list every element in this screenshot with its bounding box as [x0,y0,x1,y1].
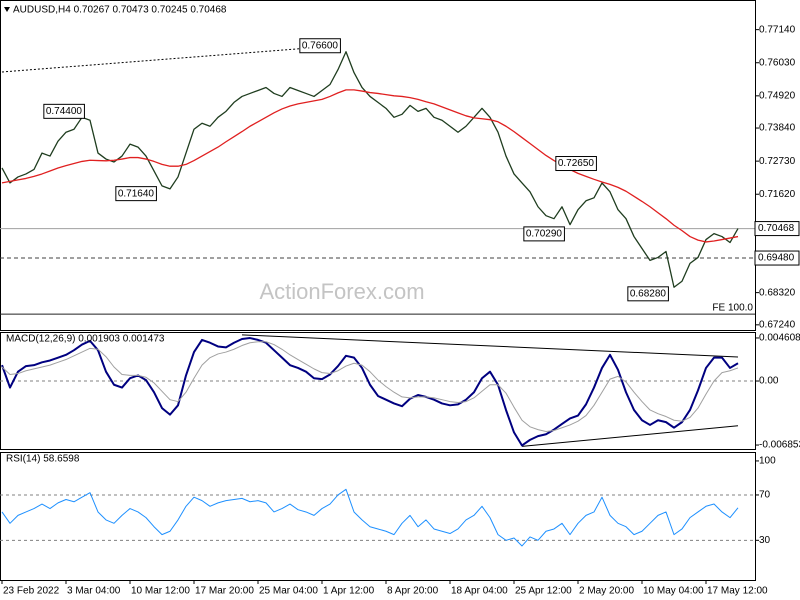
series-line [1,488,739,547]
price-box [754,221,800,237]
y-tick-label: 0.77140 [759,24,796,35]
trendline [241,334,739,358]
x-tick-label: 1 Apr 12:00 [323,586,375,597]
trendline [1,45,339,73]
y-tick-label: 0.73840 [759,123,796,134]
annotation-box [627,286,669,302]
watermark: ActionForex.com [259,279,424,304]
annotation-box [43,103,85,119]
x-tick-label: 25 Mar 04:00 [259,586,318,597]
macd-panel [0,332,756,450]
annotation-label: 0.68280 [630,288,667,299]
y-tick-label: 0.004608 [759,333,800,344]
y-tick-label: 0.74920 [759,90,796,101]
annotation-label: 0.76600 [302,40,339,51]
annotation-box [555,156,597,172]
series-line [1,341,739,432]
annotation-label: 0.70290 [526,229,563,240]
annotation-box [523,226,565,242]
x-tick-label: 25 Apr 12:00 [515,586,572,597]
panel-title: RSI(14) 58.6598 [6,454,80,465]
x-tick-label: 17 Mar 20:00 [195,586,254,597]
x-tick-label: 23 Feb 2022 [3,586,60,597]
fe-label: FE 100.0 [712,303,753,314]
price-box [754,250,800,266]
x-tick-label: 8 Apr 20:00 [387,586,439,597]
y-tick-label: 70 [759,490,771,501]
x-tick-label: 17 May 12:00 [707,586,768,597]
y-tick-label: 0.76030 [759,57,796,68]
rsi-panel [0,452,756,581]
y-tick-label: 0.68320 [759,287,796,298]
y-tick-label: 0.67240 [759,319,796,330]
annotation-box [299,38,341,54]
price-box-label: 0.70468 [758,223,795,234]
y-tick-label: 0.00 [759,376,779,387]
x-tick-label: 3 Mar 04:00 [67,586,121,597]
x-tick-label: 18 Apr 04:00 [451,586,508,597]
panel-title: MACD(12,26,9) 0.001903 0.001473 [6,334,165,345]
annotation-box [115,186,157,202]
series-line [1,337,739,447]
x-tick-label: 2 May 20:00 [579,586,634,597]
y-tick-label: 100 [759,456,776,467]
price-box-label: 0.69480 [758,253,795,264]
y-tick-label: 0.72730 [759,156,796,167]
annotation-label: 0.72650 [558,158,595,169]
y-tick-label: 0.71620 [759,189,796,200]
series-line [1,89,739,243]
panel-title: AUDUSD,H4 0.70267 0.70473 0.70245 0.7046… [13,5,227,16]
x-tick-label: 10 Mar 12:00 [131,586,190,597]
annotation-label: 0.74400 [46,106,83,117]
y-tick-label: -0.006853 [759,440,800,451]
symbol-icon [4,7,10,12]
y-tick-label: 30 [759,535,771,546]
price-panel [0,0,756,331]
trendline [521,425,739,447]
annotation-label: 0.71640 [118,188,155,199]
series-line [1,51,739,288]
x-tick-label: 10 May 04:00 [643,586,704,597]
